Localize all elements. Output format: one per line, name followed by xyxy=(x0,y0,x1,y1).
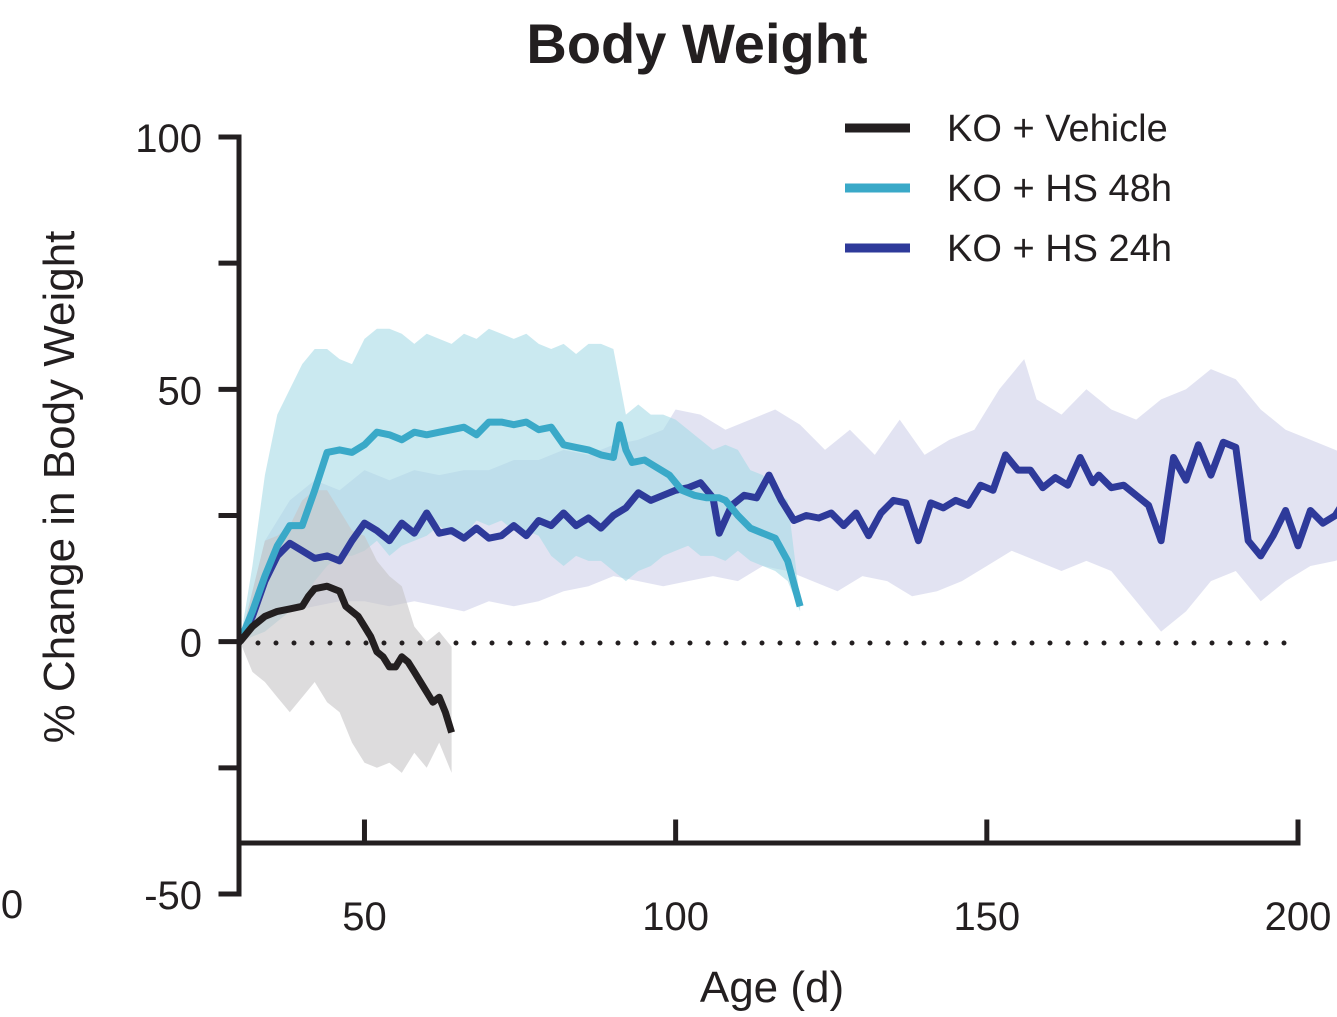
y-tick-label: 0 xyxy=(180,622,202,666)
series-line-ko-hs-24h xyxy=(236,438,1337,644)
legend-label: KO + Vehicle xyxy=(947,108,1168,150)
y-tick-label: 100 xyxy=(135,117,202,161)
band-ko-hs-48h xyxy=(240,328,801,642)
series-line-ko-vehicle xyxy=(237,582,455,734)
legend-item-ko-hs-48h: KO + HS 48h xyxy=(845,168,1172,210)
series-line-ko-hs-48h xyxy=(236,418,804,644)
chart-title: Body Weight xyxy=(526,12,867,75)
band-ko-vehicle xyxy=(240,490,452,773)
x-tick-label-extra: 0 xyxy=(1,883,23,927)
series-lines xyxy=(236,418,1337,734)
x-tick-label: 200 xyxy=(1265,895,1332,939)
legend: KO + Vehicle KO + HS 48h KO + HS 24h xyxy=(845,108,1172,270)
legend-label: KO + HS 24h xyxy=(947,228,1172,270)
y-axis-ticks: 100 50 0 -50 xyxy=(135,117,242,918)
legend-item-ko-vehicle: KO + Vehicle xyxy=(845,108,1168,150)
confidence-bands xyxy=(240,328,1337,773)
legend-item-ko-hs-24h: KO + HS 24h xyxy=(845,228,1172,270)
y-axis-label: % Change in Body Weight xyxy=(35,231,84,744)
legend-label: KO + HS 48h xyxy=(947,168,1172,210)
band-ko-hs-24h xyxy=(240,359,1337,642)
x-tick-label: 150 xyxy=(953,895,1020,939)
x-axis-label: Age (d) xyxy=(700,963,844,1012)
x-axis-ticks: 50 100 150 200 xyxy=(342,819,1332,939)
y-tick-label: 50 xyxy=(158,369,203,413)
x-tick-label: 100 xyxy=(642,895,709,939)
x-tick-label: 50 xyxy=(342,895,387,939)
y-tick-label: -50 xyxy=(144,874,202,918)
